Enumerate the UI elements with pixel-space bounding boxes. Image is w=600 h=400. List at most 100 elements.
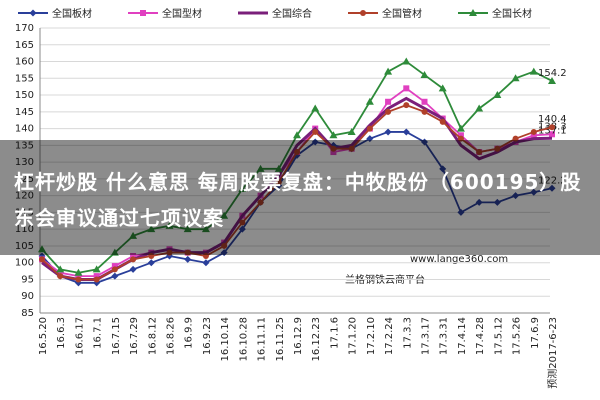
- marker: [140, 10, 146, 16]
- marker: [74, 268, 83, 276]
- marker: [57, 269, 64, 276]
- y-tick-label: 115: [15, 207, 34, 218]
- marker: [183, 225, 192, 233]
- y-tick-label: 85: [21, 308, 34, 319]
- x-tick-label: 预测2017-6-23: [546, 317, 559, 389]
- y-tick-label: 105: [15, 241, 34, 252]
- marker: [311, 138, 319, 146]
- marker: [421, 98, 428, 105]
- y-tick-label: 125: [15, 174, 34, 185]
- marker: [549, 131, 555, 138]
- marker: [457, 208, 465, 216]
- marker: [530, 188, 538, 196]
- legend-label: 全国长材: [492, 7, 532, 20]
- x-tick-label: 16.9.23: [202, 317, 213, 355]
- marker: [403, 85, 410, 92]
- legend-label: 全国综合: [272, 7, 312, 20]
- marker: [348, 145, 355, 152]
- x-tick-label: 16.5.20: [38, 317, 49, 355]
- headline: 杠杆炒股 什么意思 每周股票复盘：中牧股份（600195）股东会审议通过七项议案: [14, 170, 582, 230]
- marker: [403, 102, 410, 109]
- x-tick-label: 17.4.14: [457, 317, 468, 355]
- marker: [274, 164, 283, 172]
- marker: [110, 248, 119, 256]
- marker: [530, 132, 537, 139]
- x-tick-label: 16.12.23: [311, 317, 322, 362]
- marker: [202, 259, 210, 267]
- y-tick-label: 95: [21, 274, 34, 285]
- x-tick-label: 16.6.3: [56, 317, 67, 349]
- x-tick-label: 17.5.12: [493, 317, 504, 355]
- marker: [93, 276, 100, 283]
- y-tick-label: 100: [15, 258, 34, 269]
- marker: [494, 145, 501, 152]
- marker: [202, 253, 209, 259]
- marker: [311, 104, 320, 112]
- x-tick-label: 16.11.11: [257, 317, 268, 362]
- marker: [275, 179, 282, 186]
- marker: [457, 135, 464, 142]
- marker: [475, 104, 484, 112]
- plot: 85 90 95 100 105 110 115 120 125 130 135 140 145 150 1…: [15, 7, 567, 389]
- marker: [366, 125, 373, 132]
- marker: [438, 84, 447, 92]
- x-tick-label: 16.7.1: [93, 317, 104, 349]
- marker: [469, 9, 477, 16]
- watermark-url: www.lange360.com: [410, 254, 508, 265]
- end-value-label: 137.1: [538, 125, 567, 136]
- marker: [365, 97, 374, 105]
- x-tick-label: 17.4.28: [475, 317, 486, 355]
- y-tick-label: 130: [15, 157, 34, 168]
- x-tick-label: 17.2.10: [366, 317, 377, 355]
- legend-label: 全国管材: [382, 7, 422, 20]
- y-tick-label: 140: [15, 124, 34, 135]
- marker: [57, 273, 64, 280]
- marker: [456, 124, 465, 132]
- marker: [238, 184, 247, 192]
- marker: [457, 132, 464, 139]
- marker: [201, 225, 210, 233]
- marker: [475, 198, 483, 206]
- marker: [549, 124, 555, 131]
- x-tick-label: 16.6.17: [74, 317, 85, 355]
- marker: [238, 225, 246, 233]
- legend-label: 全国板材: [52, 7, 92, 20]
- marker: [385, 108, 392, 115]
- y-tick-label: 135: [15, 140, 34, 151]
- x-tick-label: 17.5.26: [512, 317, 523, 355]
- marker: [512, 192, 520, 200]
- marker: [129, 265, 137, 273]
- marker: [147, 225, 156, 233]
- x-tick-label: 16.10.14: [220, 317, 231, 362]
- marker: [220, 249, 228, 257]
- y-tick-label: 120: [15, 191, 34, 202]
- marker: [129, 231, 138, 239]
- marker: [220, 211, 229, 219]
- marker: [548, 184, 556, 192]
- marker: [548, 76, 556, 84]
- marker: [312, 128, 319, 135]
- marker: [111, 266, 118, 273]
- x-tick-label: 17.1.20: [348, 317, 359, 355]
- marker: [402, 57, 411, 65]
- end-value-label: 140.4: [538, 114, 567, 125]
- headline-band: [0, 140, 600, 255]
- marker: [56, 265, 65, 273]
- y-tick-label: 155: [15, 73, 34, 84]
- marker: [184, 249, 191, 256]
- marker: [347, 127, 356, 135]
- marker: [256, 164, 265, 172]
- x-tick-label: 16.7.15: [111, 317, 122, 355]
- marker: [384, 67, 393, 75]
- y-tick-label: 160: [15, 57, 34, 68]
- marker: [148, 253, 155, 259]
- y-tick-label: 145: [15, 107, 34, 118]
- y-tick-label: 170: [15, 23, 34, 34]
- marker: [239, 219, 246, 226]
- marker: [360, 10, 366, 16]
- marker: [147, 259, 155, 267]
- y-tick-label: 110: [15, 224, 34, 235]
- marker: [366, 135, 374, 143]
- x-tick-label: 16.7.29: [129, 317, 140, 355]
